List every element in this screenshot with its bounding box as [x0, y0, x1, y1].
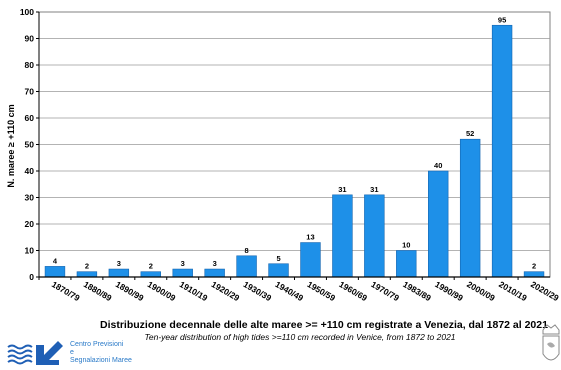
y-tick-label: 70: [25, 87, 35, 97]
bar-1880-89: [76, 271, 98, 278]
chart-title: Distribuzione decennale delle alte maree…: [100, 319, 548, 331]
y-tick-label: 30: [25, 193, 35, 203]
logo-line-3: Segnalazioni Maree: [70, 357, 132, 365]
data-label: 31: [370, 185, 378, 194]
data-label: 3: [213, 259, 217, 268]
y-axis-label: N. maree ≥ +110 cm: [6, 104, 16, 187]
venice-seal-icon: [542, 324, 560, 361]
bar-1960-69: [332, 194, 353, 278]
x-tick-label: 1930/39: [242, 279, 274, 303]
data-label: 95: [498, 15, 506, 24]
data-label: 3: [117, 259, 121, 268]
x-tick-label: 2020/29: [529, 279, 561, 303]
bar-1940-49: [268, 263, 289, 278]
x-tick-label: 1960/69: [337, 279, 369, 303]
data-label: 10: [402, 241, 410, 250]
x-tick-label: 1990/99: [433, 279, 465, 303]
y-tick-label: 10: [25, 246, 35, 256]
logo-text: Centro Previsioni e Segnalazioni Maree: [70, 341, 132, 366]
x-tick-label: 2010/19: [497, 279, 529, 303]
data-label: 13: [306, 233, 314, 242]
y-tick-label: 50: [25, 140, 35, 150]
data-label: 2: [149, 262, 153, 271]
data-label: 2: [85, 262, 89, 271]
x-tick-label: 1870/79: [50, 279, 82, 303]
x-tick-label: 1940/49: [274, 279, 306, 303]
data-label: 4: [53, 256, 58, 265]
bar-1930-39: [236, 255, 257, 278]
x-tick-label: 2000/09: [465, 279, 497, 303]
x-tick-label: 1970/79: [369, 279, 401, 303]
chart-subtitle: Ten-year distribution of high tides >=11…: [144, 332, 456, 342]
y-tick-label: 90: [25, 34, 35, 44]
x-tick-label: 1983/89: [401, 279, 433, 303]
data-label: 5: [276, 254, 280, 263]
x-tick-label: 1950/59: [305, 279, 337, 303]
bar-1970-79: [364, 194, 385, 278]
bars: [44, 24, 545, 278]
bar-1990-99: [428, 170, 449, 278]
bar-1983-89: [396, 250, 417, 278]
x-tick-label: 1900/09: [146, 279, 178, 303]
bar-1910-19: [172, 268, 193, 278]
x-tick-label: 1910/19: [178, 279, 210, 303]
y-tick-label: 0: [29, 272, 34, 282]
bar-chart: 010203040506070809010041870/7921880/8931…: [6, 7, 561, 303]
y-tick-label: 80: [25, 60, 35, 70]
data-label: 31: [338, 185, 346, 194]
data-label: 52: [466, 129, 474, 138]
y-tick-label: 20: [25, 219, 35, 229]
data-label: 40: [434, 161, 442, 170]
data-label: 8: [245, 246, 249, 255]
data-label: 3: [181, 259, 185, 268]
bar-1900-09: [140, 271, 161, 278]
y-tick-label: 100: [20, 7, 34, 17]
bar-1890-99: [108, 268, 130, 278]
y-tick-label: 40: [25, 166, 35, 176]
logo-line-1: Centro Previsioni: [70, 341, 124, 348]
bar-2020-29: [523, 271, 545, 278]
bar-1870-79: [44, 266, 66, 278]
x-tick-label: 1920/29: [210, 279, 242, 303]
cpsm-logo-icon: [7, 341, 63, 365]
bar-1920-29: [204, 268, 225, 278]
bar-2010-19: [491, 24, 513, 278]
logo-line-2: e: [70, 349, 74, 357]
bar-2000-09: [459, 138, 481, 278]
x-tick-label: 1890/99: [114, 279, 146, 303]
x-tick-label: 1880/89: [82, 279, 114, 303]
data-label: 2: [532, 262, 536, 271]
bar-1950-59: [300, 242, 321, 278]
y-tick-label: 60: [25, 113, 35, 123]
